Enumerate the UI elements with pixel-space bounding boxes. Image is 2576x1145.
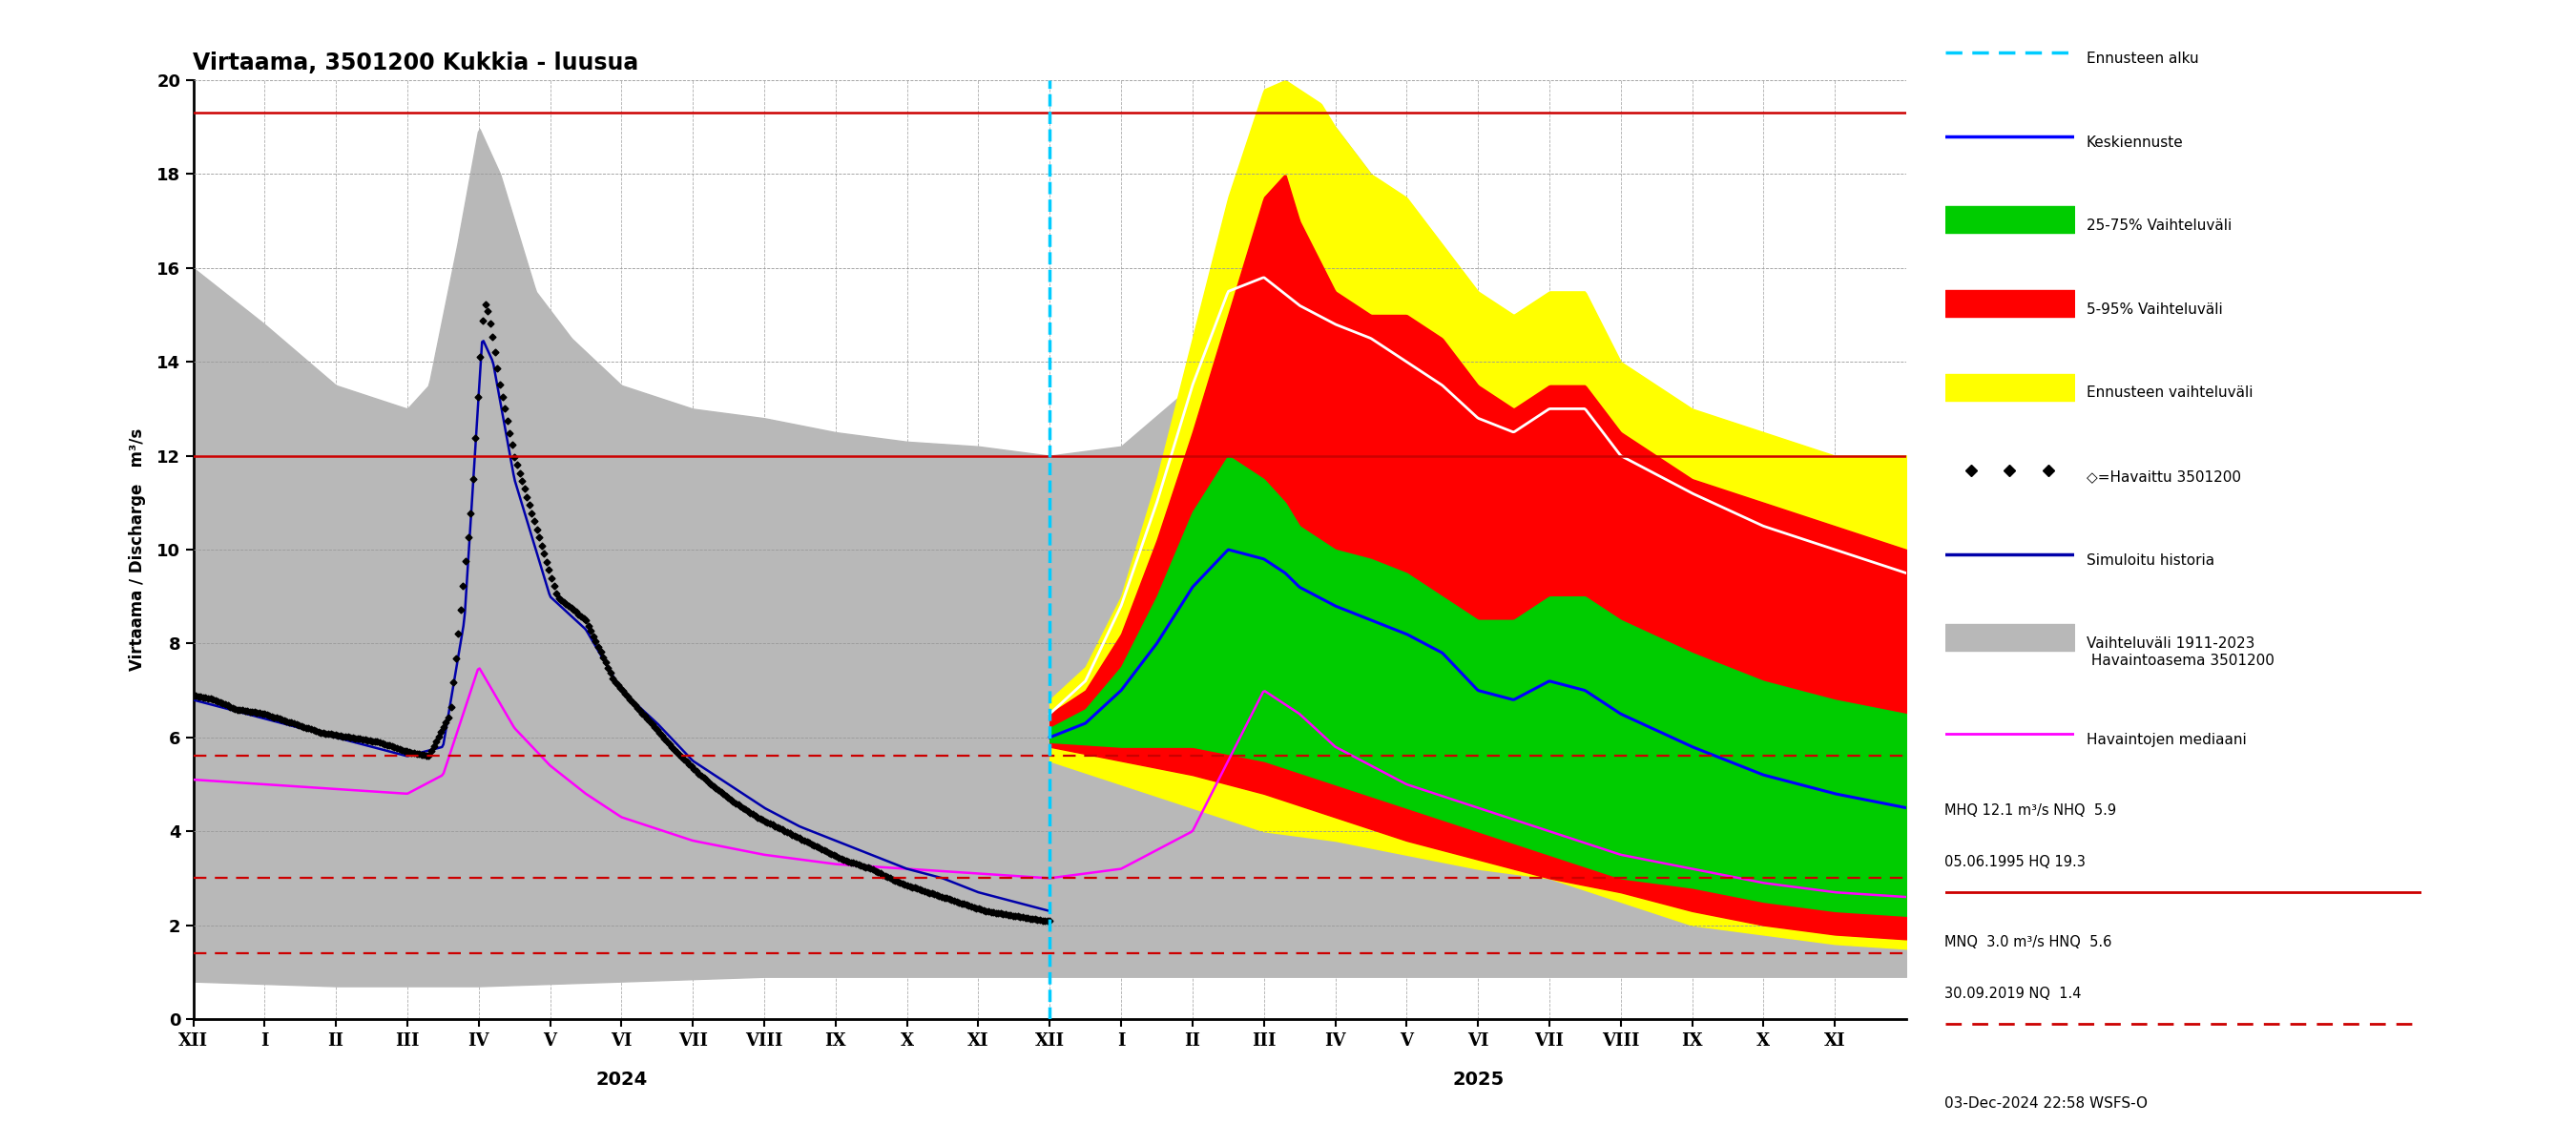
- Text: 05.06.1995 HQ 19.3: 05.06.1995 HQ 19.3: [1945, 855, 2087, 869]
- Y-axis label: Virtaama / Discharge   m³/s: Virtaama / Discharge m³/s: [129, 428, 147, 671]
- Text: 2024: 2024: [595, 1071, 647, 1089]
- Text: Simuloitu historia: Simuloitu historia: [2087, 553, 2215, 567]
- Text: 03-Dec-2024 22:58 WSFS-O: 03-Dec-2024 22:58 WSFS-O: [1945, 1097, 2148, 1111]
- Text: Ennusteen vaihteluväli: Ennusteen vaihteluväli: [2087, 386, 2254, 400]
- Text: Virtaama, 3501200 Kukkia - luusua: Virtaama, 3501200 Kukkia - luusua: [193, 52, 639, 74]
- Text: ◇=Havaittu 3501200: ◇=Havaittu 3501200: [2087, 469, 2241, 483]
- Text: 5-95% Vaihteluväli: 5-95% Vaihteluväli: [2087, 302, 2223, 316]
- Text: MNQ  3.0 m³/s HNQ  5.6: MNQ 3.0 m³/s HNQ 5.6: [1945, 935, 2112, 949]
- Text: 2025: 2025: [1453, 1071, 1504, 1089]
- Text: Keskiennuste: Keskiennuste: [2087, 135, 2184, 149]
- Text: 30.09.2019 NQ  1.4: 30.09.2019 NQ 1.4: [1945, 987, 2081, 1001]
- Text: 25-75% Vaihteluväli: 25-75% Vaihteluväli: [2087, 219, 2231, 232]
- Text: Vaihteluväli 1911-2023
 Havaintoasema 3501200: Vaihteluväli 1911-2023 Havaintoasema 350…: [2087, 637, 2275, 668]
- Text: Ennusteen alku: Ennusteen alku: [2087, 52, 2200, 65]
- Text: MHQ 12.1 m³/s NHQ  5.9: MHQ 12.1 m³/s NHQ 5.9: [1945, 804, 2117, 818]
- Text: Havaintojen mediaani: Havaintojen mediaani: [2087, 733, 2246, 747]
